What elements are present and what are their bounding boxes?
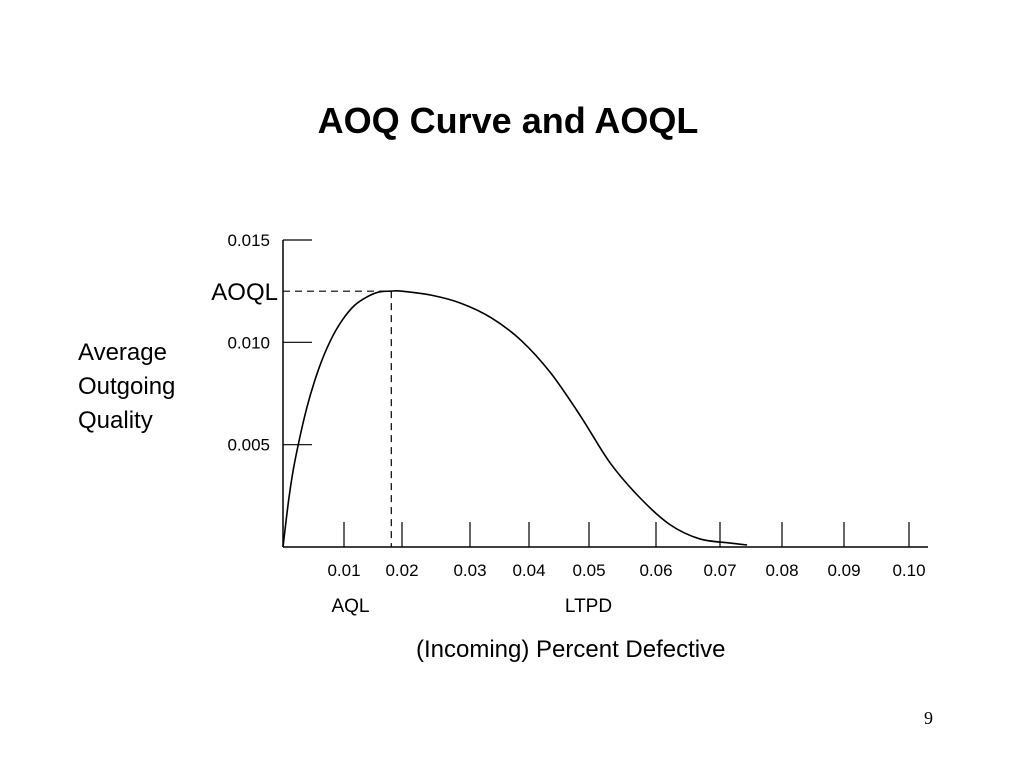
ltpd-annotation: LTPD	[565, 596, 612, 617]
y-tick-label: 0.015	[227, 231, 270, 250]
aoql-annotation: AOQL	[211, 279, 278, 306]
x-tick-label: 0.06	[639, 561, 672, 580]
y-axis-label-line-2: Outgoing	[78, 373, 176, 400]
x-tick-label: 0.05	[572, 561, 605, 580]
x-axis-label: (Incoming) Percent Defective	[416, 636, 726, 663]
x-tick-label: 0.09	[827, 561, 860, 580]
y-tick-label: 0.005	[227, 436, 270, 455]
y-tick-label: 0.010	[227, 333, 270, 352]
page-number: 9	[924, 708, 933, 728]
y-axis-label-line-1: Average	[78, 339, 167, 366]
aoq-curve	[282, 290, 748, 548]
x-tick-label: 0.04	[512, 561, 545, 580]
x-tick-label: 0.07	[703, 561, 736, 580]
aql-annotation: AQL	[331, 596, 369, 617]
x-tick-label: 0.08	[765, 561, 798, 580]
x-tick-label: 0.01	[327, 561, 360, 580]
slide-title: AOQ Curve and AOQL	[317, 100, 699, 141]
y-axis-label: Average Outgoing Quality	[78, 336, 175, 438]
x-tick-label: 0.03	[453, 561, 486, 580]
x-tick-label: 0.10	[892, 561, 925, 580]
y-axis-label-line-3: Quality	[78, 407, 153, 434]
x-tick-label: 0.02	[385, 561, 418, 580]
